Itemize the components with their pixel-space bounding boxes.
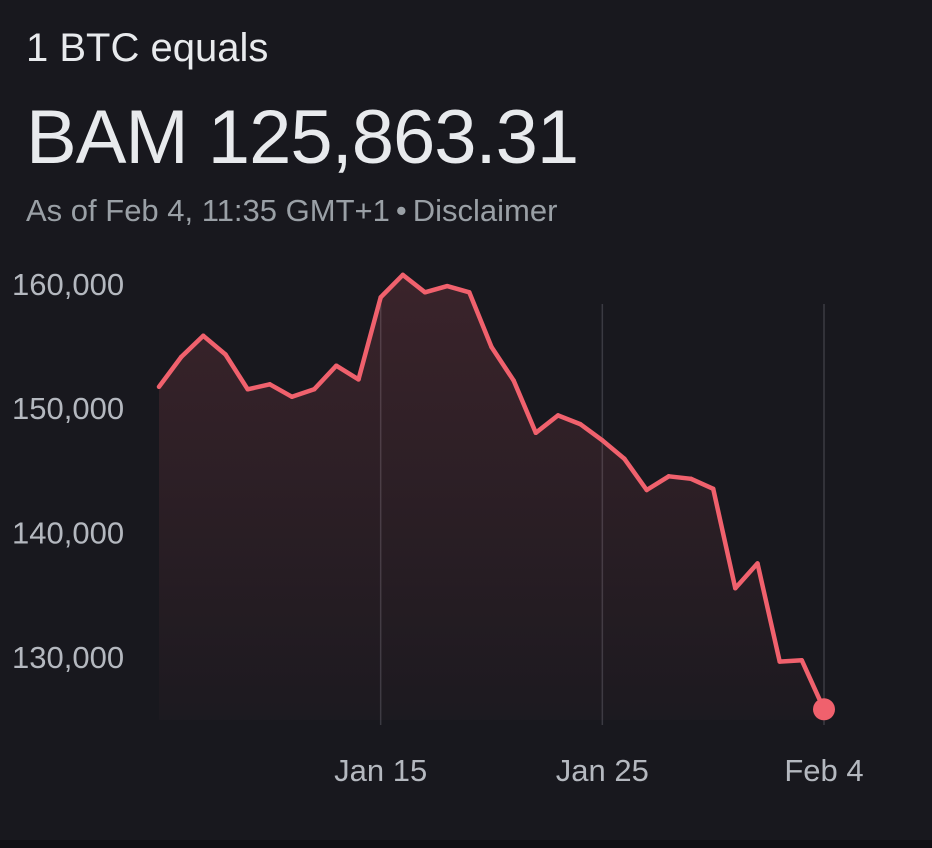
series-line-segment: [688, 476, 716, 492]
series-line-segment: [755, 561, 782, 664]
data-point: [357, 377, 361, 381]
data-point: [711, 487, 715, 491]
data-point: [578, 422, 582, 426]
series-line-segment: [311, 363, 339, 392]
area-fill: [159, 274, 824, 720]
as-of-timestamp: As of Feb 4, 11:35 GMT+1: [26, 193, 390, 228]
data-point: [778, 660, 782, 664]
line-layer: [156, 272, 827, 712]
series-line-segment: [577, 421, 605, 443]
data-point: [201, 334, 205, 338]
series-line-segment: [600, 438, 627, 462]
series-line-segment: [356, 295, 383, 382]
series-line-segment: [178, 333, 206, 360]
series-line-segment: [422, 283, 450, 295]
data-point: [623, 457, 627, 461]
disclaimer-link[interactable]: Disclaimer: [412, 193, 558, 228]
series-line-segment: [223, 352, 250, 392]
conversion-subtitle: 1 BTC equals: [26, 26, 269, 70]
price-chart[interactable]: 160,000 150,000 140,000 130,000 Jan 15 Jan 2…: [0, 260, 932, 820]
series-line-segment: [710, 486, 738, 591]
x-tick-label: Jan 15: [334, 753, 427, 788]
points-layer: [157, 273, 835, 721]
data-point: [689, 477, 693, 481]
data-point: [490, 345, 494, 349]
data-point: [756, 561, 760, 565]
data-point: [312, 387, 316, 391]
data-point: [733, 586, 737, 590]
last-point-marker[interactable]: [813, 698, 835, 721]
series-line-segment: [267, 382, 295, 400]
data-point: [401, 273, 405, 277]
y-axis-ticks: 160,000 150,000 140,000 130,000: [12, 267, 124, 675]
separator-dot: •: [395, 193, 407, 228]
bottom-edge: [0, 840, 932, 848]
series-line-segment: [666, 474, 694, 482]
series-line-segment: [622, 456, 649, 493]
series-line-segment: [511, 378, 539, 436]
x-tick-label: Feb 4: [784, 753, 863, 788]
data-point: [645, 488, 649, 492]
series-line-segment: [334, 363, 361, 382]
x-tick-label: Jan 25: [556, 753, 649, 788]
data-point: [556, 413, 560, 417]
data-point: [157, 385, 161, 389]
series-line-segment: [777, 658, 805, 664]
data-point: [246, 387, 250, 391]
series-line-segment: [467, 290, 494, 350]
series-line-segment: [245, 382, 273, 392]
series-line-segment: [289, 387, 317, 400]
series-line-segment: [378, 272, 406, 300]
data-point: [379, 295, 383, 299]
data-point: [224, 353, 228, 357]
data-point: [268, 382, 272, 386]
series-line-segment: [533, 413, 561, 436]
data-point: [534, 431, 538, 435]
data-point: [467, 290, 471, 294]
x-axis-ticks: Jan 15 Jan 25 Feb 4: [334, 753, 863, 788]
data-point: [512, 379, 516, 383]
y-tick-label: 160,000: [12, 267, 124, 302]
series-line-segment: [555, 413, 583, 427]
series-line-segment: [733, 561, 760, 591]
series-line-segment: [489, 344, 516, 383]
data-point: [445, 284, 449, 288]
y-tick-label: 140,000: [12, 516, 124, 551]
data-point: [334, 364, 338, 368]
data-point: [290, 395, 294, 399]
as-of-line: As of Feb 4, 11:35 GMT+1 • Disclaimer: [26, 193, 557, 229]
y-tick-label: 150,000: [12, 391, 124, 426]
series-line-segment: [644, 474, 672, 493]
data-point: [600, 438, 604, 442]
series-line-segment: [156, 354, 184, 390]
converted-price: BAM 125,863.31: [26, 95, 579, 180]
area-layer: [159, 274, 824, 720]
series-line-segment: [400, 272, 428, 295]
data-point: [179, 355, 183, 359]
data-point: [667, 474, 671, 478]
data-point: [423, 290, 427, 294]
data-point: [800, 658, 804, 662]
series-line-segment: [201, 333, 228, 357]
series-line-segment: [444, 283, 472, 295]
y-tick-label: 130,000: [12, 640, 124, 675]
